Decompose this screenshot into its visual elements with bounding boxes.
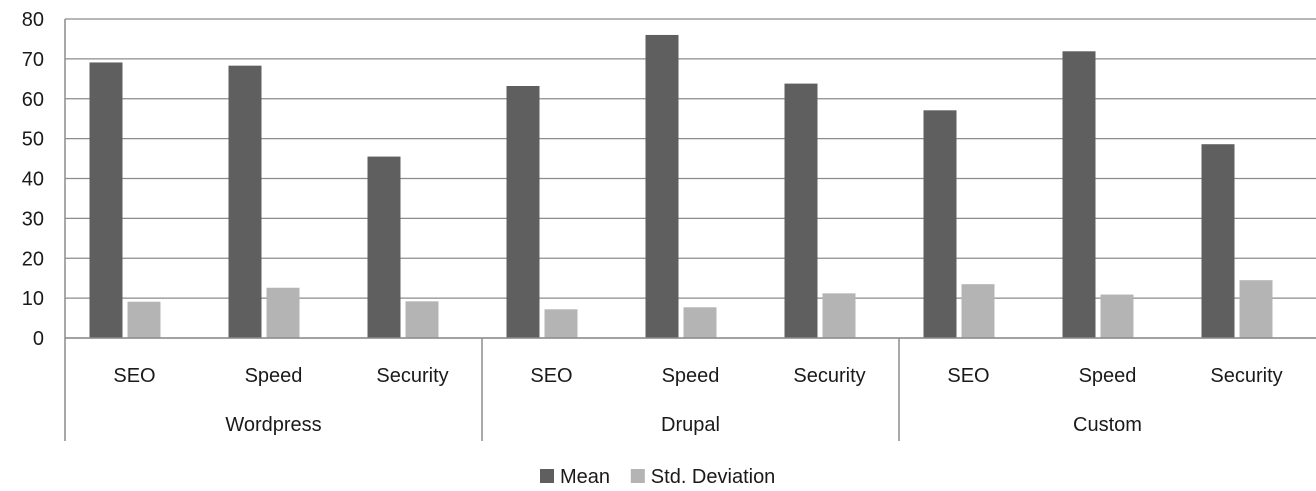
x-category-labels: SEO Speed Security Wordpress SEO Speed Securit… <box>113 365 1282 436</box>
bars <box>89 34 1273 339</box>
y-tick-label: 80 <box>22 9 44 31</box>
bar-mean <box>228 65 262 338</box>
x-category-label: SEO <box>530 365 572 387</box>
bar-std-deviation <box>683 307 717 338</box>
bar-mean <box>1201 144 1235 338</box>
x-group-label: Wordpress <box>225 414 321 436</box>
x-category-label: Speed <box>245 365 303 387</box>
bar-std-deviation <box>405 301 439 338</box>
y-tick-labels: 0 10 20 30 40 50 60 70 80 <box>22 9 44 350</box>
bar-mean <box>645 34 679 338</box>
legend-label: Mean <box>560 466 610 488</box>
x-group-label: Drupal <box>661 414 720 436</box>
x-group-label: Custom <box>1073 414 1142 436</box>
bar-mean <box>367 156 401 338</box>
axes <box>64 19 1316 441</box>
bar-mean <box>784 83 818 338</box>
bar-std-deviation <box>822 293 856 338</box>
y-tick-label: 50 <box>22 129 44 151</box>
bar-std-deviation <box>1100 294 1134 338</box>
bar-std-deviation <box>544 309 578 338</box>
bar-std-deviation <box>266 287 300 338</box>
x-category-label: Speed <box>1079 365 1137 387</box>
x-category-label: SEO <box>113 365 155 387</box>
y-tick-label: 60 <box>22 89 44 111</box>
x-category-label: SEO <box>947 365 989 387</box>
y-tick-label: 10 <box>22 288 44 310</box>
bar-mean <box>506 85 540 339</box>
x-category-label: Speed <box>662 365 720 387</box>
y-tick-label: 70 <box>22 49 44 71</box>
x-category-label: Security <box>376 365 448 387</box>
bar-std-deviation <box>1239 280 1273 338</box>
y-tick-label: 0 <box>33 328 44 350</box>
y-tick-label: 40 <box>22 169 44 191</box>
bar-std-deviation <box>961 284 995 338</box>
legend: Mean Std. Deviation <box>540 466 775 488</box>
x-category-label: Security <box>793 365 865 387</box>
y-tick-label: 30 <box>22 208 44 230</box>
bar-mean <box>1062 51 1096 339</box>
x-category-label: Security <box>1210 365 1282 387</box>
legend-label: Std. Deviation <box>651 466 776 488</box>
legend-swatch <box>540 469 554 483</box>
bar-mean <box>89 62 123 339</box>
legend-swatch <box>630 469 645 483</box>
y-tick-label: 20 <box>22 248 44 270</box>
bar-std-deviation <box>127 301 161 338</box>
bar-mean <box>923 110 957 338</box>
